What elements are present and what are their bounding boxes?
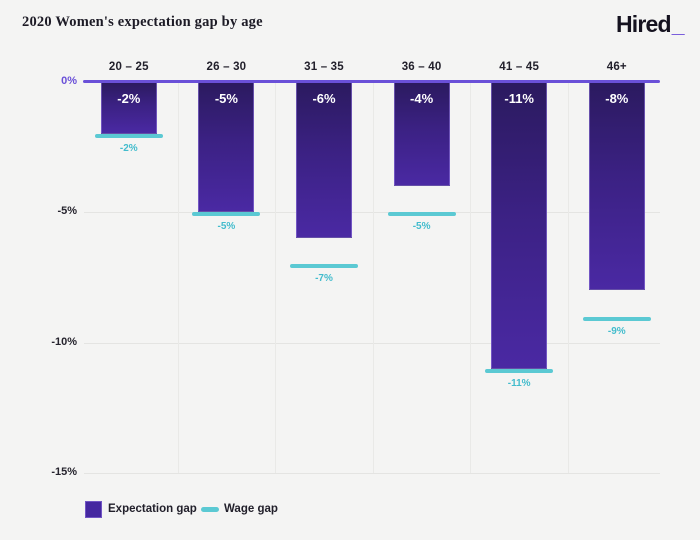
gridline-horizontal bbox=[84, 342, 660, 344]
expectation-gap-bar bbox=[296, 82, 352, 239]
age-group-label: 26 – 30 bbox=[206, 61, 247, 73]
legend-swatch-wage-gap bbox=[201, 507, 219, 512]
hired-logo-text: Hired bbox=[616, 11, 672, 37]
expectation-gap-value-label: -2% bbox=[117, 91, 141, 106]
wage-gap-line bbox=[94, 134, 163, 139]
wage-gap-line bbox=[290, 264, 358, 269]
y-axis-tick-label: 0% bbox=[61, 75, 77, 87]
wage-gap-value-label: -9% bbox=[607, 325, 626, 337]
gridline-vertical bbox=[372, 83, 374, 473]
age-group-label: 31 – 35 bbox=[304, 61, 344, 73]
age-group-label: 36 – 40 bbox=[401, 61, 442, 73]
expectation-gap-value-label: -11% bbox=[504, 91, 534, 106]
wage-gap-line bbox=[192, 212, 261, 217]
wage-gap-line bbox=[485, 368, 554, 373]
y-axis-tick-label: -5% bbox=[57, 205, 77, 218]
expectation-gap-bar bbox=[588, 82, 645, 291]
hired-logo: Hired_ bbox=[616, 11, 685, 38]
hired-logo-underscore: _ bbox=[671, 11, 685, 37]
y-axis-tick-label: -10% bbox=[51, 335, 77, 348]
age-group-label: 41 – 45 bbox=[499, 61, 540, 73]
zero-axis-line bbox=[83, 80, 660, 83]
legend-label-expectation-gap: Expectation gap bbox=[108, 503, 197, 515]
gridline-horizontal bbox=[84, 472, 660, 474]
expectation-gap-bar bbox=[100, 82, 157, 135]
age-group-label: 20 – 25 bbox=[108, 61, 149, 73]
gridline-vertical bbox=[177, 83, 179, 473]
expectation-gap-value-label: -6% bbox=[312, 91, 336, 106]
wage-gap-line bbox=[582, 316, 651, 321]
gridline-horizontal bbox=[84, 212, 660, 214]
y-axis-tick-label: -15% bbox=[51, 465, 77, 478]
gridline-vertical bbox=[568, 83, 569, 473]
expectation-gap-value-label: -4% bbox=[410, 91, 434, 106]
gridline-vertical bbox=[470, 83, 472, 473]
legend-swatch-expectation-gap bbox=[85, 501, 102, 518]
wage-gap-value-label: -11% bbox=[507, 377, 531, 389]
wage-gap-value-label: -7% bbox=[315, 273, 333, 285]
page-title: 2020 Women's expectation gap by age bbox=[22, 14, 263, 30]
expectation-gap-bar bbox=[393, 82, 450, 187]
age-group-label: 46+ bbox=[606, 61, 627, 73]
expectation-gap-bar bbox=[198, 82, 255, 213]
expectation-gap-value-label: -8% bbox=[605, 91, 629, 106]
legend-label-wage-gap: Wage gap bbox=[224, 503, 278, 515]
wage-gap-value-label: -2% bbox=[119, 143, 138, 155]
expectation-gap-bar bbox=[491, 82, 548, 369]
expectation-gap-value-label: -5% bbox=[214, 91, 238, 106]
wage-gap-value-label: -5% bbox=[412, 221, 431, 233]
gridline-vertical bbox=[275, 83, 277, 473]
wage-gap-line bbox=[387, 212, 456, 217]
wage-gap-value-label: -5% bbox=[217, 221, 236, 233]
